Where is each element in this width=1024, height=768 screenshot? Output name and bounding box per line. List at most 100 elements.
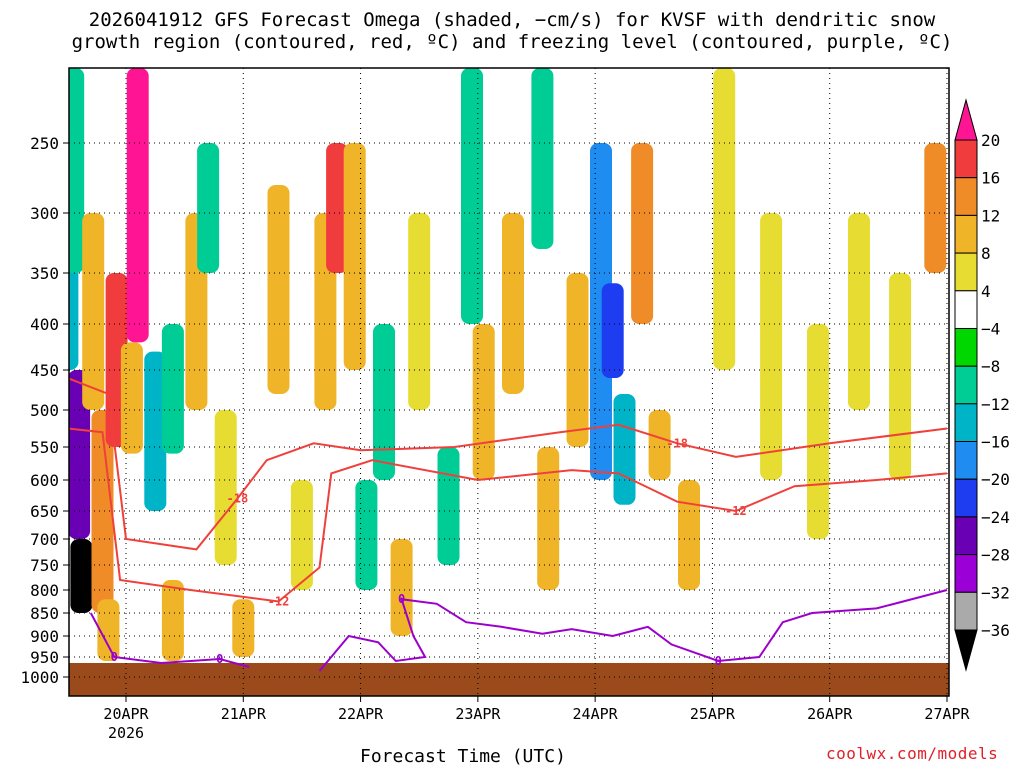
colorbar-label: −12 [981, 395, 1010, 414]
y-tick-label: 1000 [20, 668, 59, 687]
plot-frame [68, 67, 950, 697]
omega-cell [70, 539, 93, 613]
y-tick-label: 300 [30, 204, 59, 223]
colorbar: 20 16 12 8 4 −4 −8 −12 −16 −20 −24 −28 −32 −36 [954, 98, 1010, 672]
y-tick-label: 400 [30, 315, 59, 334]
omega-cell [537, 447, 560, 590]
dgz-contour [69, 427, 948, 603]
colorbar-label: −28 [981, 546, 1010, 565]
ground-fill [69, 663, 949, 696]
omega-cell [326, 143, 349, 273]
omega-cell [290, 480, 313, 590]
y-axis: 250 300 350 400 450 500 550 600 650 700 750 800 850 9… [20, 134, 69, 687]
omega-cell [267, 185, 290, 394]
ground-layer [69, 663, 949, 696]
omega-cell [648, 410, 671, 480]
colorbar-label: −8 [981, 357, 1000, 376]
omega-cell [126, 68, 149, 343]
omega-cell [390, 539, 413, 636]
dgz-contour [69, 377, 948, 551]
colorbar-label: −4 [981, 320, 1000, 339]
omega-cell [373, 324, 395, 480]
omega-cell [343, 143, 366, 370]
dgz-contour-label: -18 [227, 492, 249, 506]
colorbar-swatch [954, 554, 978, 593]
omega-cell [566, 273, 589, 447]
x-tick-label: 25APR [690, 705, 736, 723]
dgz-contour-label: -12 [725, 504, 747, 518]
x-axis: 20APR 21APR 22APR 23APR 24APR 25APR 26APR 27APR… [103, 696, 971, 742]
colorbar-swatch [954, 403, 978, 442]
colorbar-swatch [954, 177, 978, 216]
colorbar-label: −16 [981, 433, 1010, 452]
omega-cell [161, 324, 184, 454]
omega-cell [355, 480, 378, 590]
chart-title-line-2: growth region (contoured, red, ºC) and f… [71, 31, 953, 53]
y-tick-label: 350 [30, 264, 59, 283]
colorbar-swatch [954, 629, 978, 672]
omega-cell [713, 68, 736, 370]
omega-cell [214, 410, 237, 565]
colorbar-swatch [954, 478, 978, 518]
colorbar-swatch [954, 139, 978, 179]
x-tick-label: 21APR [221, 705, 267, 723]
dgz-contour-label: -18 [666, 436, 688, 450]
omega-cell [91, 410, 114, 613]
omega-cell [889, 273, 912, 480]
y-tick-label: 550 [30, 438, 59, 457]
y-tick-label: 450 [30, 361, 59, 380]
omega-cell [408, 213, 431, 410]
colorbar-label: −20 [981, 470, 1010, 489]
omega-cell [601, 283, 624, 378]
x-year-label: 2026 [108, 724, 144, 742]
omega-cell [590, 143, 612, 480]
omega-cell [82, 213, 105, 410]
x-tick-label: 27APR [924, 705, 970, 723]
colorbar-label: 4 [981, 282, 991, 301]
y-tick-label: 600 [30, 471, 59, 490]
freezing-level-contour-label: 0 [715, 654, 722, 668]
omega-cell [437, 447, 460, 565]
colorbar-swatch [954, 214, 978, 254]
dgz-contour-label: -12 [268, 595, 290, 609]
omega-cell [531, 68, 554, 249]
omega-cell [502, 213, 524, 394]
omega-cell [69, 68, 85, 273]
x-tick-label: 26APR [807, 705, 853, 723]
y-tick-label: 250 [30, 134, 59, 153]
colorbar-label: −36 [981, 621, 1010, 640]
omega-cell [161, 580, 184, 661]
colorbar-swatch [954, 328, 978, 367]
colorbar-label: −24 [981, 508, 1010, 527]
x-axis-label: Forecast Time (UTC) [360, 746, 566, 767]
freezing-level-contour [318, 589, 948, 672]
x-tick-label: 23APR [455, 705, 501, 723]
freezing-level-contour-label: 0 [111, 650, 118, 664]
freezing-level-contour-label: 0 [398, 592, 405, 606]
omega-shading [69, 68, 947, 661]
colorbar-label: −32 [981, 583, 1010, 602]
y-tick-label: 750 [30, 556, 59, 575]
y-tick-label: 500 [30, 401, 59, 420]
y-tick-label: 950 [30, 648, 59, 667]
colorbar-label: 8 [981, 244, 991, 263]
omega-cell [69, 370, 91, 539]
y-tick-label: 900 [30, 627, 59, 646]
colorbar-swatch [954, 252, 978, 292]
omega-cell [924, 143, 947, 273]
omega-cell [144, 351, 167, 511]
colorbar-swatch [954, 516, 978, 556]
colorbar-swatch [954, 365, 978, 405]
credit-link[interactable]: coolwx.com/models [826, 744, 999, 763]
colorbar-swatch [954, 591, 978, 631]
omega-cell [807, 324, 829, 539]
x-tick-label: 22APR [338, 705, 384, 723]
omega-cell [97, 599, 120, 661]
y-tick-label: 800 [30, 581, 59, 600]
omega-cell [472, 324, 495, 480]
omega-cell [631, 143, 654, 324]
omega-cell [760, 213, 783, 480]
grid-lines [69, 68, 949, 696]
x-tick-label: 20APR [103, 705, 149, 723]
